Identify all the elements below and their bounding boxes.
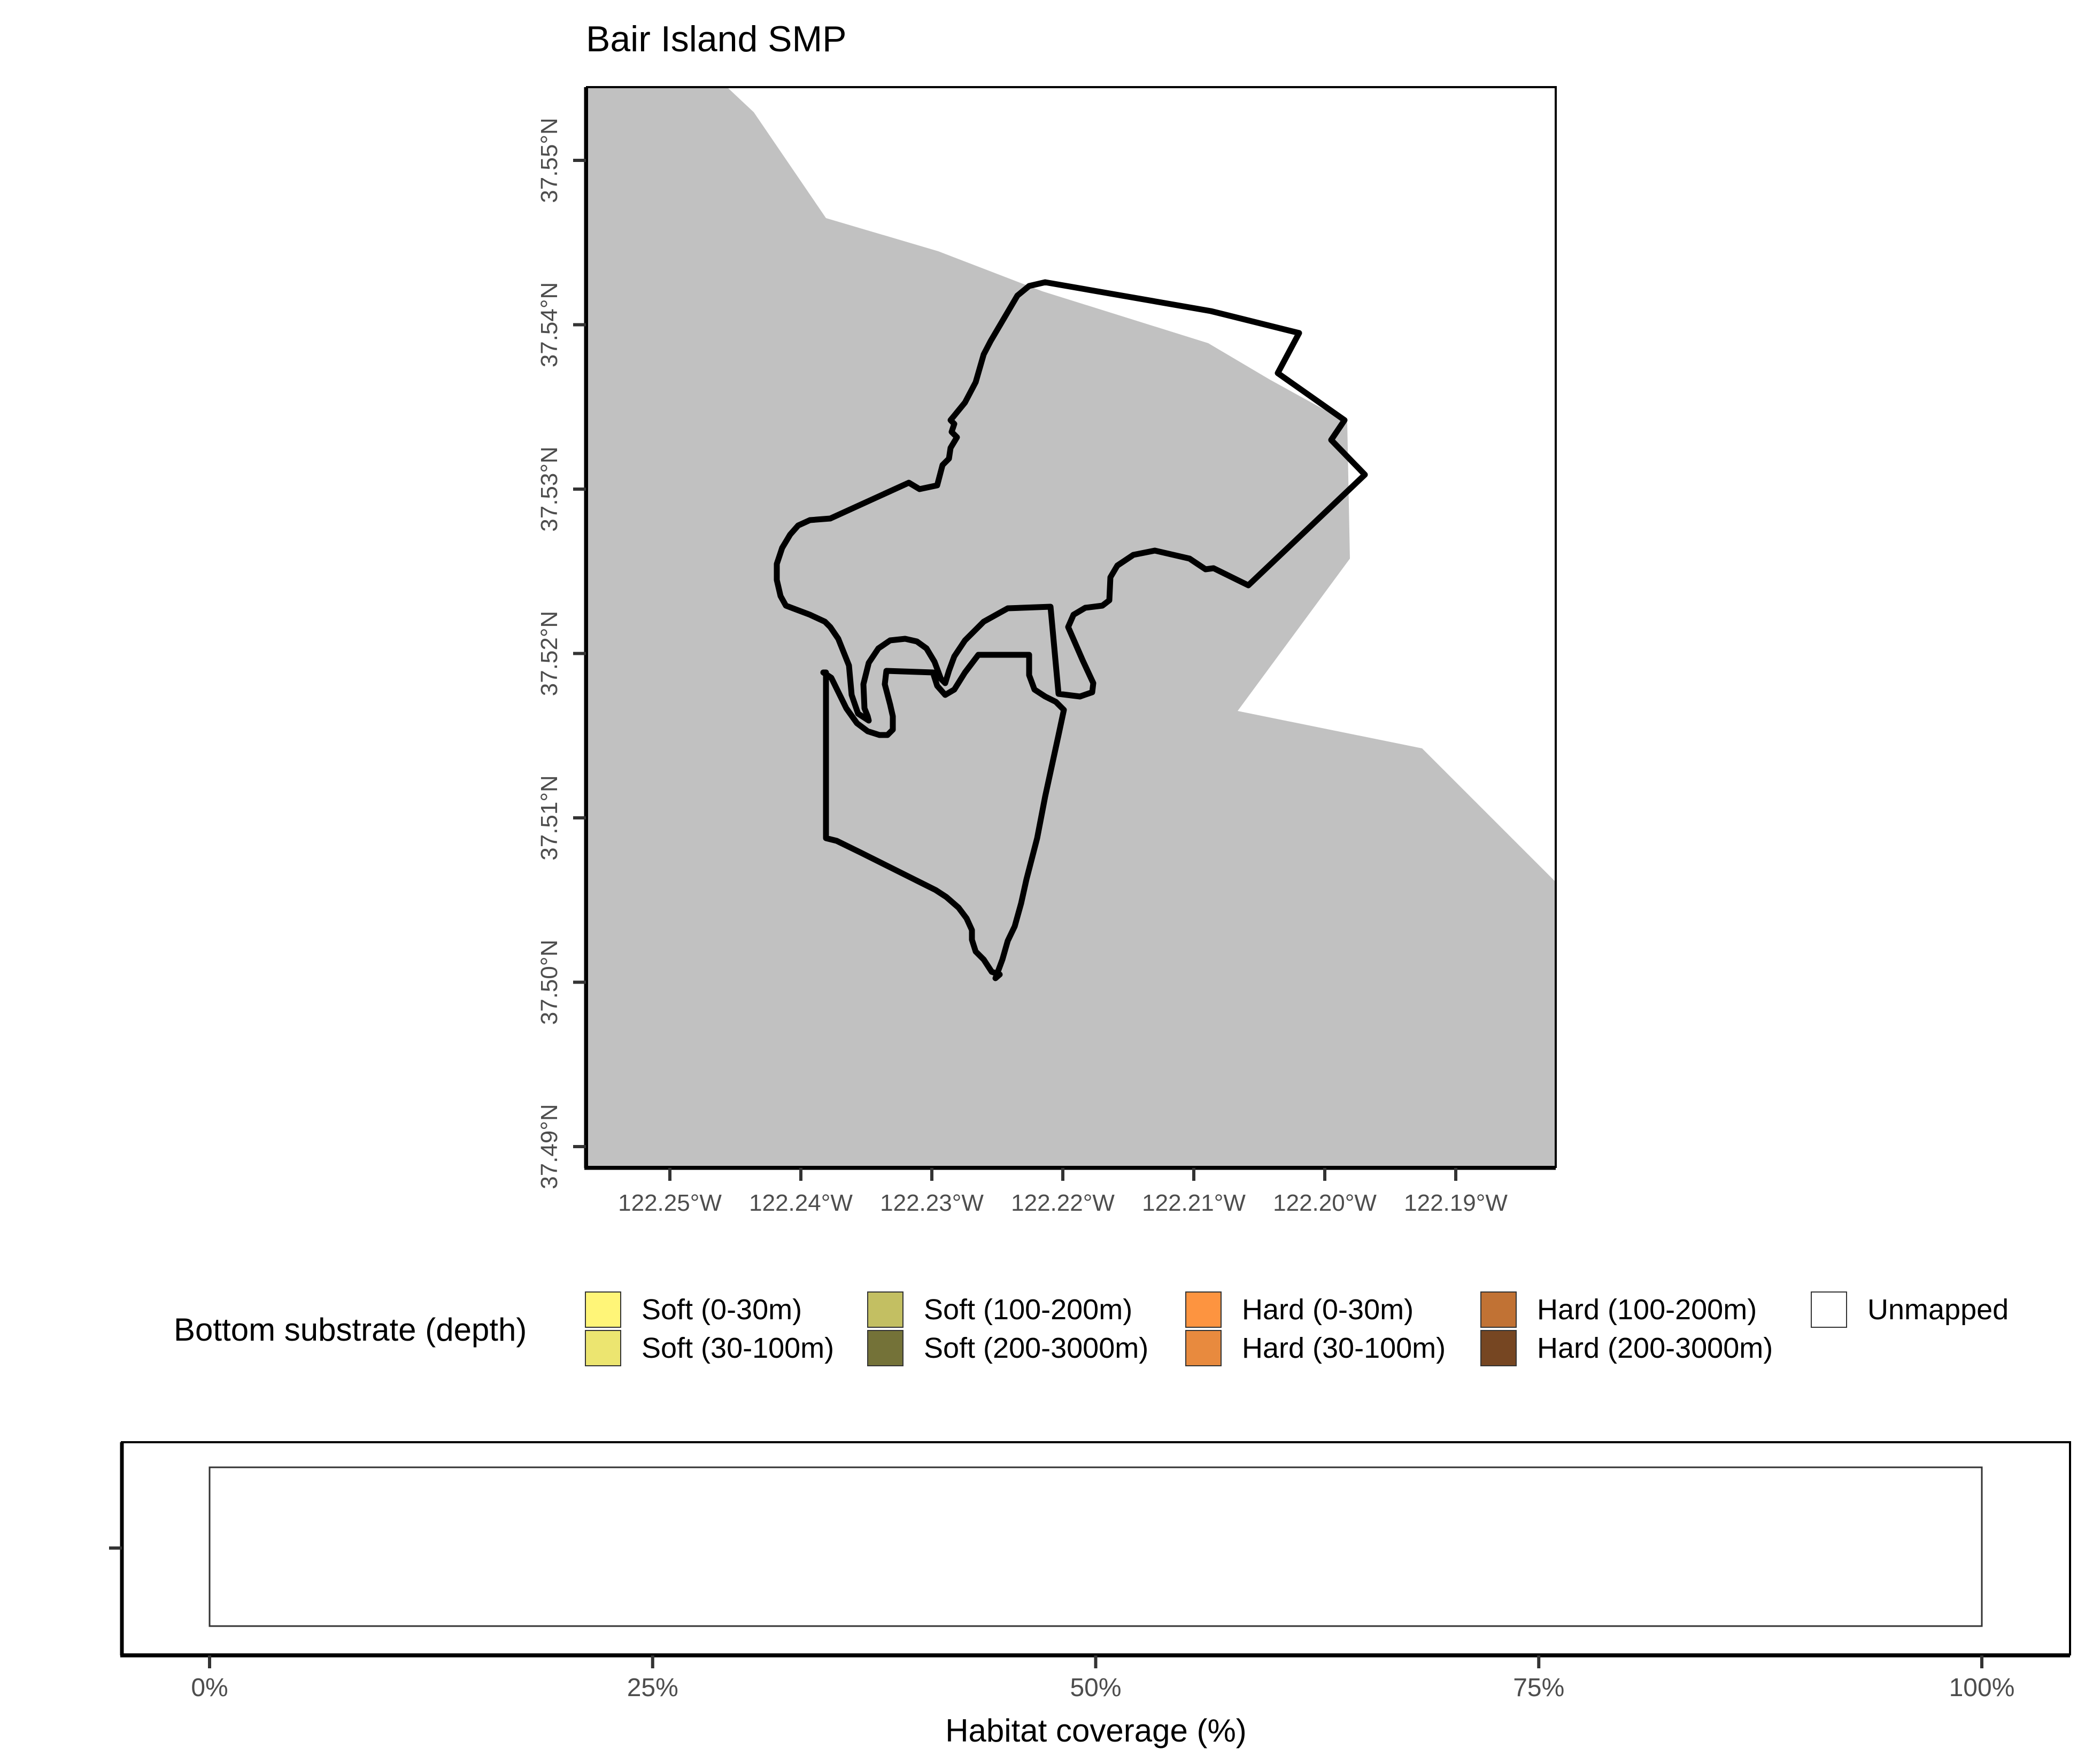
lat-tick-label: 37.55°N [536, 118, 562, 203]
legend-key [1185, 1330, 1222, 1366]
map-axis-lines [584, 87, 1556, 1170]
coverage-x-ticks: 0% 25% 50% 75% 100% [191, 1655, 2014, 1702]
legend-label: Unmapped [1867, 1294, 2009, 1326]
lon-tick-label: 122.25°W [618, 1190, 722, 1216]
lon-tick-label: 122.21°W [1142, 1190, 1246, 1216]
land-area [587, 87, 1556, 1167]
lat-tick-label: 37.49°N [536, 1104, 562, 1189]
coverage-x-tick-label: 25% [627, 1674, 678, 1702]
coverage-bar[interactable] [208, 1466, 1983, 1627]
legend-key [1811, 1291, 1847, 1328]
lat-tick-label: 37.54°N [536, 282, 562, 367]
lat-tick-label: 37.53°N [536, 446, 562, 531]
legend-label: Hard (200-3000m) [1537, 1332, 1773, 1364]
coverage-x-tick-label: 0% [191, 1674, 228, 1702]
legend-key [1185, 1291, 1222, 1328]
legend-items: Soft (0-30m) Soft (30-100m) Soft (100-200m… [585, 1291, 2009, 1366]
legend-key [867, 1291, 904, 1328]
coverage-x-tick-label: 50% [1070, 1674, 1121, 1702]
legend: Bottom substrate (depth) Soft (0-30m)Sof… [174, 1291, 2009, 1366]
coverage-bar-chart[interactable]: 0% 25% 50% 75% 100% Habitat coverage (%) [109, 1441, 2071, 1748]
lon-tick-label: 122.19°W [1404, 1190, 1508, 1216]
map-panel[interactable] [584, 86, 1557, 1170]
legend-label: Soft (0-30m) [642, 1294, 802, 1326]
legend-key [1480, 1330, 1517, 1366]
lon-tick-label: 122.24°W [749, 1190, 853, 1216]
smp-boundary [774, 279, 1368, 981]
coverage-bars [208, 1466, 1983, 1627]
coverage-x-tick-label: 100% [1949, 1674, 2015, 1702]
legend-label: Soft (200-3000m) [924, 1332, 1148, 1364]
legend-key [1480, 1291, 1517, 1328]
legend-key [867, 1330, 904, 1366]
legend-key [585, 1291, 621, 1328]
lon-ticks: 122.25°W 122.24°W 122.23°W 122.22°W 122.21°W… [618, 1168, 1508, 1216]
legend-label: Hard (0-30m) [1242, 1294, 1414, 1326]
lon-tick-label: 122.20°W [1273, 1190, 1377, 1216]
lat-tick-label: 37.51°N [536, 775, 562, 860]
lon-tick-label: 122.22°W [1011, 1190, 1115, 1216]
legend-label: Soft (100-200m) [924, 1294, 1132, 1326]
legend-label: Soft (30-100m) [642, 1332, 834, 1364]
legend-title: Bottom substrate (depth) [174, 1312, 527, 1348]
lat-tick-label: 37.50°N [536, 940, 562, 1025]
legend-label: Hard (30-100m) [1242, 1332, 1446, 1364]
legend-label: Hard (100-200m) [1537, 1294, 1757, 1326]
legend-key [585, 1330, 621, 1366]
coverage-x-axis-title: Habitat coverage (%) [945, 1713, 1247, 1748]
lat-tick-label: 37.52°N [536, 611, 562, 696]
map-title: Bair Island SMP [586, 19, 847, 59]
coverage-x-tick-label: 75% [1513, 1674, 1564, 1702]
lon-tick-label: 122.23°W [880, 1190, 984, 1216]
lat-ticks: 37.55°N 37.54°N 37.53°N 37.52°N 37.51°N 37.50… [536, 118, 586, 1189]
